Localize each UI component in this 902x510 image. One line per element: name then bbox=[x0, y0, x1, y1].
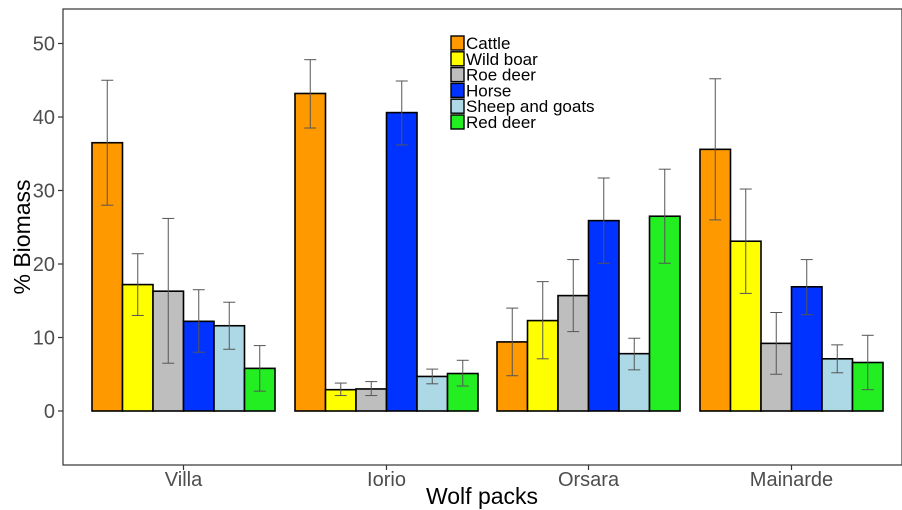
legend-label: Wild boar bbox=[466, 50, 538, 69]
y-axis-title: % Biomass bbox=[9, 179, 35, 294]
legend-key bbox=[450, 114, 465, 130]
bars-layer bbox=[91, 59, 884, 412]
x-tick-label: Mainarde bbox=[750, 469, 833, 491]
bar-wild-boar-villa bbox=[121, 283, 154, 412]
legend-label: Horse bbox=[466, 81, 511, 100]
legend-label: Sheep and goats bbox=[466, 97, 595, 116]
y-tick-label: 40 bbox=[33, 107, 55, 129]
x-axis: Villa Iorio Orsara Mainarde bbox=[165, 465, 833, 491]
legend-key bbox=[450, 35, 465, 51]
y-tick-label: 0 bbox=[44, 401, 55, 423]
y-tick-label: 20 bbox=[33, 254, 55, 276]
legend-key bbox=[450, 51, 465, 67]
legend-key bbox=[450, 66, 465, 83]
bar-horse-iorio bbox=[385, 111, 418, 412]
x-tick-label: Villa bbox=[165, 469, 203, 491]
x-axis-title: Wolf packs bbox=[426, 483, 538, 509]
bar-cattle-iorio bbox=[294, 92, 327, 412]
legend-label: Red deer bbox=[466, 113, 536, 132]
legend-key bbox=[450, 82, 465, 99]
y-tick-label: 30 bbox=[33, 181, 55, 203]
x-tick-label: Iorio bbox=[367, 469, 406, 491]
legend-label: Cattle bbox=[466, 34, 510, 53]
y-tick-label: 10 bbox=[33, 328, 55, 350]
legend-key bbox=[450, 98, 465, 114]
legend-label: Roe deer bbox=[466, 66, 536, 85]
x-tick-label: Orsara bbox=[558, 469, 620, 491]
y-axis: 0 10 20 30 40 50 bbox=[33, 34, 63, 423]
y-tick-label: 50 bbox=[33, 34, 55, 56]
